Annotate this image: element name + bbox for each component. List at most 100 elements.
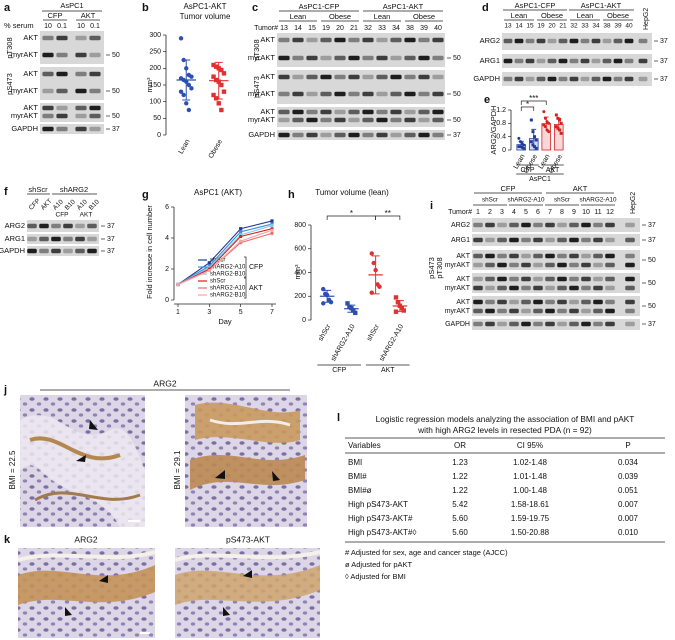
blot-band bbox=[625, 299, 635, 305]
data-point bbox=[395, 299, 401, 305]
panel-letter: j bbox=[3, 384, 7, 396]
blot-band bbox=[593, 253, 603, 259]
series-line bbox=[177, 228, 273, 285]
blot-band bbox=[278, 117, 290, 123]
table-cell: High pS473-AKT# bbox=[348, 514, 413, 523]
table-header: OR bbox=[454, 441, 466, 450]
panel-letter: f bbox=[4, 186, 8, 198]
blot-band bbox=[404, 91, 416, 97]
data-point bbox=[181, 92, 186, 98]
legend-group-label: AKT bbox=[249, 285, 263, 292]
label: 9 bbox=[572, 209, 576, 216]
blot-band bbox=[545, 276, 555, 282]
data-point bbox=[558, 118, 562, 122]
data-point bbox=[207, 261, 211, 265]
blot-band bbox=[42, 52, 54, 58]
blot-band bbox=[536, 58, 546, 64]
legend-label: shARG2-A10 bbox=[210, 286, 246, 292]
blot-band bbox=[536, 76, 546, 82]
label: pT308 bbox=[5, 37, 14, 58]
blot-band bbox=[593, 308, 603, 314]
row-label: GAPDH bbox=[0, 246, 25, 255]
blot-background bbox=[472, 273, 640, 293]
label: 32 bbox=[364, 25, 372, 32]
blot-band bbox=[638, 76, 648, 82]
blot-band bbox=[390, 132, 402, 138]
label: 13 bbox=[280, 25, 288, 32]
label: Obese bbox=[329, 12, 351, 21]
blot-band bbox=[545, 299, 555, 305]
blot-band bbox=[625, 222, 635, 228]
data-point bbox=[211, 62, 216, 68]
blot-band bbox=[42, 126, 54, 132]
blot-band bbox=[292, 117, 304, 123]
blot-band bbox=[557, 222, 567, 228]
label: shARG2 bbox=[60, 185, 88, 194]
label: 38 bbox=[406, 25, 414, 32]
blot-band bbox=[334, 91, 346, 97]
blot-band bbox=[42, 35, 54, 41]
data-point bbox=[529, 140, 533, 144]
y-tick-label: 0 bbox=[157, 132, 161, 139]
panel-letter: k bbox=[4, 534, 11, 546]
label: pT308 bbox=[435, 257, 444, 278]
blot-band bbox=[569, 76, 579, 82]
row-label: myrAKT bbox=[248, 115, 276, 124]
blot-band bbox=[547, 58, 557, 64]
blot-band bbox=[509, 276, 519, 282]
blot-background bbox=[277, 107, 445, 127]
blot-band bbox=[545, 321, 555, 327]
y-tick-label: 0 bbox=[165, 297, 169, 304]
blot-band bbox=[625, 253, 635, 259]
blot-band bbox=[292, 37, 304, 43]
panel-letter: c bbox=[252, 2, 258, 14]
blot-band bbox=[63, 223, 73, 229]
data-point bbox=[533, 145, 537, 149]
row-label: myrAKT bbox=[445, 262, 471, 269]
blot-band bbox=[473, 308, 483, 314]
table-cell: 1.22 bbox=[452, 486, 468, 495]
label: B10 bbox=[64, 198, 77, 211]
data-point bbox=[345, 301, 350, 306]
data-point bbox=[239, 227, 243, 231]
blot-band bbox=[605, 253, 615, 259]
data-point bbox=[371, 260, 376, 266]
label: 40 bbox=[625, 23, 633, 30]
blot-band bbox=[624, 58, 634, 64]
label: AKT bbox=[80, 212, 93, 219]
blot-band bbox=[569, 285, 579, 291]
table-cell: BMI#ø bbox=[348, 486, 372, 495]
blot-band bbox=[525, 38, 535, 44]
label: 3 bbox=[500, 209, 504, 216]
data-point bbox=[178, 89, 184, 94]
row-label: AKT bbox=[456, 299, 470, 306]
row-label: myrAKT bbox=[445, 285, 471, 292]
blot-band bbox=[514, 58, 524, 64]
blot-band bbox=[545, 222, 555, 228]
data-point bbox=[534, 138, 538, 142]
blot-band bbox=[533, 253, 543, 259]
blot-band bbox=[521, 321, 531, 327]
legend-bracket bbox=[244, 277, 247, 299]
blot-band bbox=[390, 91, 402, 97]
mw-label: 37 bbox=[648, 237, 656, 244]
blot-band bbox=[404, 37, 416, 43]
blot-band bbox=[292, 74, 304, 80]
blot-band bbox=[509, 308, 519, 314]
blot-band bbox=[278, 109, 290, 115]
table-cell: 0.010 bbox=[618, 528, 639, 537]
blot-band bbox=[320, 117, 332, 123]
data-point bbox=[216, 101, 221, 106]
blot-band bbox=[320, 55, 332, 61]
x-tick-label: 1 bbox=[176, 309, 180, 316]
data-point bbox=[239, 234, 243, 239]
blot-band bbox=[334, 109, 346, 115]
table-cell: High pS473-AKT bbox=[348, 500, 408, 509]
table-title: Logistic regression models analyzing the… bbox=[376, 414, 635, 424]
y-tick-label: 200 bbox=[149, 65, 161, 72]
table-note: # Adjusted for sex, age and cancer stage… bbox=[345, 548, 508, 557]
blot-band bbox=[56, 88, 68, 94]
table-note: ø Adjusted for pAKT bbox=[345, 560, 413, 569]
label: 14 bbox=[294, 25, 302, 32]
label: Lean bbox=[290, 12, 307, 21]
